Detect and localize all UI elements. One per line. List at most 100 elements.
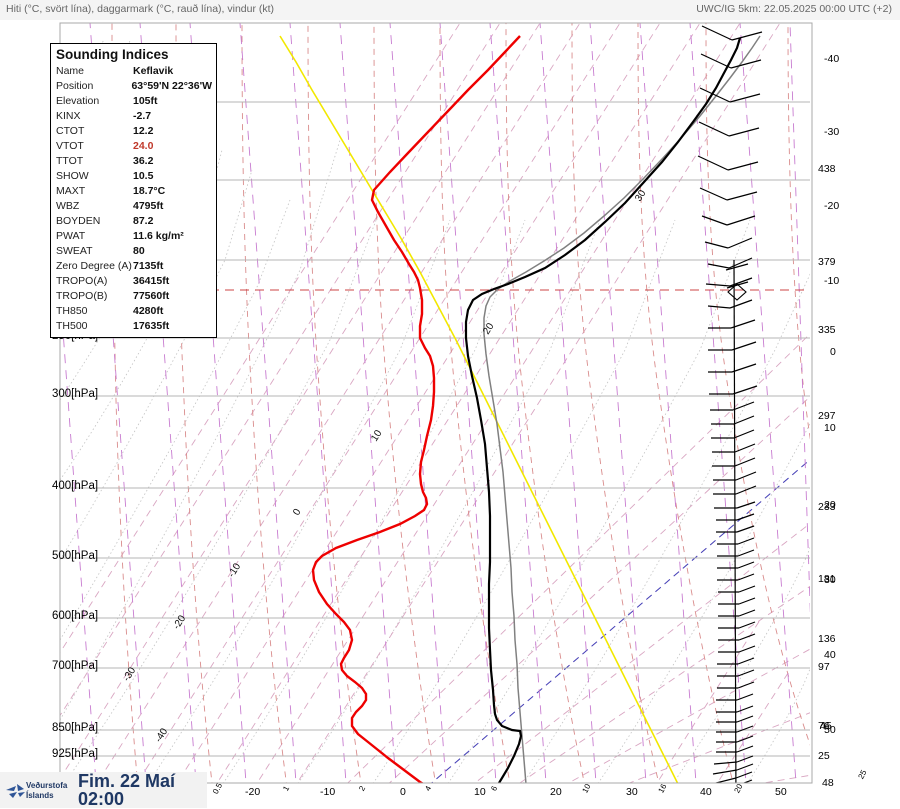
sounding-index-key: TH500	[56, 320, 88, 332]
sounding-index-value: 17635ft	[133, 320, 170, 332]
wind-barb	[716, 705, 754, 713]
right-temp-10: 10	[824, 422, 836, 434]
wind-barb	[712, 457, 756, 467]
sounding-index-row: PWAT 11.6 kg/m²	[51, 229, 216, 244]
sounding-index-value: 87.2	[133, 215, 154, 227]
sounding-index-row: BOYDEN 87.2	[51, 214, 216, 229]
wind-barb	[717, 657, 755, 665]
tropopause-marker-icon	[727, 283, 747, 301]
sounding-index-row: SHOW 10.5	[51, 169, 216, 184]
sounding-index-key: Elevation	[56, 95, 100, 107]
temperature-curve	[464, 37, 742, 783]
wind-barb	[717, 681, 755, 689]
sounding-index-row: Elevation 105ft	[51, 94, 216, 109]
wind-barb	[698, 121, 760, 137]
skewt-svg: 30 20 10 0 -10 -20 -30 -40	[0, 20, 900, 808]
sounding-index-value: 36.2	[133, 155, 154, 167]
header-bar: Hiti (°C, svört lína), daggarmark (°C, r…	[0, 0, 900, 21]
sounding-index-row: VTOT 24.0	[51, 139, 216, 154]
parcel-path-curve	[483, 35, 761, 783]
right-height-76: 76	[818, 720, 830, 732]
isotherm-zero-line	[430, 459, 810, 783]
wind-barb	[709, 385, 758, 395]
header-model-timestamp: UWC/IG 5km: 22.05.2025 00:00 UTC (+2)	[696, 3, 892, 15]
pressure-tick-925: 925[hPa]	[52, 748, 99, 760]
wind-barb	[712, 443, 756, 453]
wind-barb	[716, 725, 754, 733]
sounding-index-key: TROPO(B)	[56, 290, 108, 302]
wind-barb-staff	[733, 259, 737, 783]
right-temp-0: 0	[830, 346, 836, 358]
sounding-index-value: 18.7°C	[133, 185, 166, 197]
wind-barb	[699, 87, 761, 103]
sounding-indices-panel: Sounding Indices Name Keflavik Position 63°…	[50, 43, 217, 338]
sounding-index-key: WBZ	[56, 200, 80, 212]
wind-barb	[713, 485, 757, 495]
x-tick--10: -10	[320, 786, 336, 798]
right-temp-50: 50	[824, 724, 836, 736]
right-height-25: 25	[818, 750, 830, 762]
wind-barb	[717, 573, 755, 581]
sounding-index-key: SWEAT	[56, 245, 93, 257]
sounding-index-row: TH500 17635ft	[51, 319, 216, 334]
wind-barb	[704, 237, 753, 249]
wind-barb	[701, 215, 756, 226]
right-temp-30: 30	[824, 574, 836, 586]
sounding-index-value: 11.6 kg/m²	[133, 230, 184, 242]
x-tick-10: 10	[474, 786, 486, 798]
wind-barb	[716, 745, 754, 753]
sounding-index-key: CTOT	[56, 125, 85, 137]
wind-barb	[716, 525, 755, 533]
pressure-tick-600: 600[hPa]	[52, 610, 99, 622]
sounding-index-value: Keflavik	[133, 65, 174, 77]
right-temp-40: 40	[824, 649, 836, 661]
pressure-tick-300: 300[hPa]	[52, 388, 99, 400]
sounding-index-value: 77560ft	[133, 290, 170, 302]
wind-barb	[708, 319, 756, 329]
sounding-index-value: 80	[133, 245, 145, 257]
vedurstofa-logo-icon	[6, 784, 25, 798]
sounding-index-value: 63°59'N 22°36'W	[131, 80, 212, 92]
footer-time: 02:00	[78, 789, 125, 809]
right-height-48: 48	[822, 777, 834, 789]
sounding-index-value: 12.2	[133, 125, 154, 137]
wind-barb	[711, 429, 755, 439]
wind-barb	[713, 771, 753, 783]
sounding-index-key: Name	[56, 65, 85, 77]
sounding-index-value: 7135ft	[133, 260, 164, 272]
sounding-index-value: 4280ft	[133, 305, 164, 317]
isobar-lines	[60, 23, 810, 757]
sounding-index-row: TROPO(B) 77560ft	[51, 289, 216, 304]
wind-barb	[713, 471, 757, 481]
wind-barb	[742, 779, 753, 783]
header-variables-label: Hiti (°C, svört lína), daggarmark (°C, r…	[6, 3, 275, 15]
wind-barb	[717, 561, 755, 569]
wind-barb	[716, 513, 755, 521]
sounding-index-value: 4795ft	[133, 200, 164, 212]
right-height-297: 297	[818, 410, 836, 422]
wind-barb	[716, 735, 754, 743]
skewt-plot-area: 30 20 10 0 -10 -20 -30 -40 250[hPa] 300[…	[0, 20, 900, 808]
sounding-indices-title: Sounding Indices	[56, 47, 169, 62]
sounding-index-value: 24.0	[133, 140, 154, 152]
sounding-index-row: Position 63°59'N 22°36'W	[51, 79, 216, 94]
right-height-181: 181	[818, 573, 836, 585]
dewpoint-curve	[311, 35, 521, 783]
sounding-index-key: Zero Degree (A)	[56, 260, 132, 272]
sounding-index-key: MAXT	[56, 185, 86, 197]
sounding-index-row: MAXT 18.7°C	[51, 184, 216, 199]
sounding-index-value: 10.5	[133, 170, 154, 182]
right-height-45: 45	[820, 720, 832, 732]
wind-barb	[713, 755, 754, 765]
sounding-index-row: TROPO(A) 36415ft	[51, 274, 216, 289]
wind-barb	[697, 155, 759, 171]
pressure-tick-500: 500[hPa]	[52, 550, 99, 562]
wind-barb	[710, 401, 755, 411]
sounding-indices-rows: Name Keflavik Position 63°59'N 22°36'W Eleva…	[51, 64, 216, 334]
sounding-index-key: TH850	[56, 305, 88, 317]
x-tick--20: -20	[245, 786, 261, 798]
right-temp-minus30: -30	[824, 126, 840, 138]
wind-barb	[699, 187, 758, 201]
wind-barb	[717, 669, 755, 677]
right-temp-minus10: -10	[824, 275, 840, 287]
